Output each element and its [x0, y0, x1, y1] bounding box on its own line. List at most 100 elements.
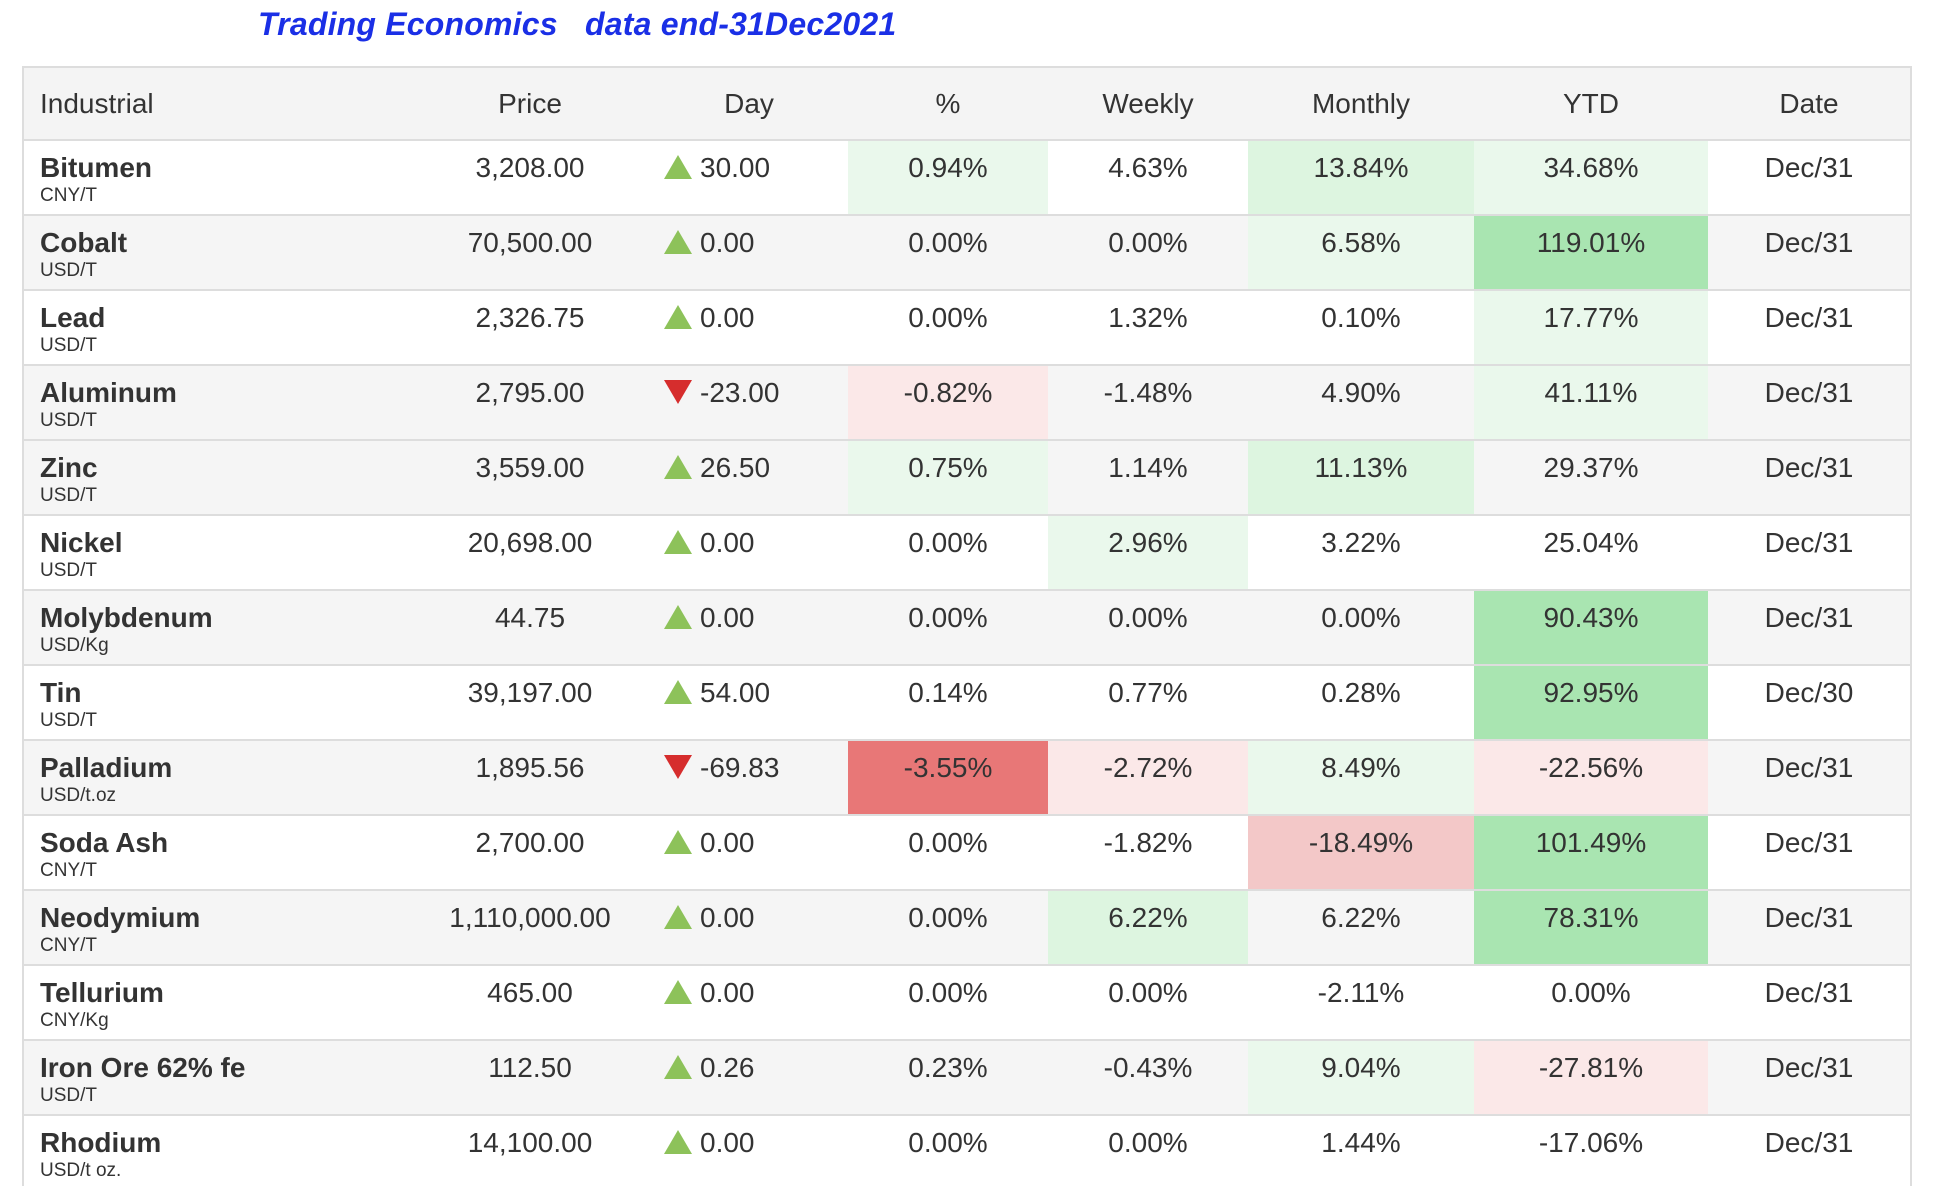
- percent-cell: 0.00%: [848, 890, 1048, 965]
- commodity-unit: USD/t.oz: [40, 785, 117, 806]
- day-cell: -23.00: [650, 365, 848, 440]
- commodity-name-link[interactable]: Lead: [40, 302, 106, 333]
- price-value: 39,197.00: [467, 677, 593, 708]
- monthly-value: 0.00%: [1321, 602, 1401, 633]
- commodity-name-link[interactable]: Cobalt: [40, 227, 128, 258]
- date-value: Dec/31: [1764, 752, 1854, 783]
- header-monthly[interactable]: Monthly: [1248, 68, 1474, 141]
- price-value: 1,895.56: [475, 752, 585, 783]
- table-row: Tellurium CNY/Kg 465.00 0.00 0.00% 0.00%…: [24, 965, 1910, 1040]
- percent-value: 0.94%: [908, 152, 988, 183]
- monthly-value: 3.22%: [1321, 527, 1401, 558]
- commodity-cell: Cobalt USD/T: [24, 215, 410, 290]
- ytd-value: -27.81%: [1538, 1052, 1644, 1083]
- monthly-value: 11.13%: [1314, 452, 1408, 483]
- price-value: 2,795.00: [475, 377, 585, 408]
- table-header-row: Industrial Price Day % Weekly Monthly YT…: [24, 68, 1910, 141]
- commodity-name-link[interactable]: Rhodium: [40, 1127, 162, 1158]
- header-date[interactable]: Date: [1708, 68, 1910, 141]
- date-value: Dec/31: [1764, 227, 1854, 258]
- commodity-cell: Lead USD/T: [24, 290, 410, 365]
- monthly-cell: 3.22%: [1248, 515, 1474, 590]
- day-cell: 0.00: [650, 215, 848, 290]
- day-change-value: 0.26: [700, 1052, 755, 1083]
- date-value: Dec/31: [1764, 152, 1854, 183]
- commodity-unit: USD/T: [40, 485, 97, 506]
- day-cell: 0.00: [650, 890, 848, 965]
- ytd-value: 29.37%: [1543, 452, 1639, 483]
- triangle-up-icon: [664, 155, 692, 179]
- monthly-cell: 6.22%: [1248, 890, 1474, 965]
- day-change-value: 0.00: [700, 602, 755, 633]
- table-body: Bitumen CNY/T 3,208.00 30.00 0.94% 4.63%…: [24, 140, 1910, 1186]
- commodity-name-link[interactable]: Aluminum: [40, 377, 177, 408]
- monthly-value: 8.49%: [1321, 752, 1401, 783]
- monthly-cell: -2.11%: [1248, 965, 1474, 1040]
- triangle-up-icon: [664, 1055, 692, 1079]
- commodity-unit: USD/T: [40, 260, 97, 281]
- percent-value: 0.00%: [908, 902, 988, 933]
- monthly-cell: 0.28%: [1248, 665, 1474, 740]
- ytd-cell: -27.81%: [1474, 1040, 1708, 1115]
- weekly-value: 2.96%: [1108, 527, 1188, 558]
- weekly-cell: 0.00%: [1048, 215, 1248, 290]
- commodities-table: Industrial Price Day % Weekly Monthly YT…: [24, 68, 1910, 1186]
- percent-value: 0.00%: [908, 302, 988, 333]
- table-row: Bitumen CNY/T 3,208.00 30.00 0.94% 4.63%…: [24, 140, 1910, 215]
- price-cell: 3,208.00: [410, 140, 650, 215]
- percent-value: -0.82%: [903, 377, 993, 408]
- percent-cell: 0.00%: [848, 515, 1048, 590]
- percent-value: 0.00%: [908, 827, 988, 858]
- weekly-cell: 1.14%: [1048, 440, 1248, 515]
- header-price[interactable]: Price: [410, 68, 650, 141]
- header-day[interactable]: Day: [650, 68, 848, 141]
- commodity-name-link[interactable]: Nickel: [40, 527, 123, 558]
- percent-value: 0.00%: [908, 227, 988, 258]
- commodity-cell: Bitumen CNY/T: [24, 140, 410, 215]
- percent-value: 0.00%: [908, 527, 988, 558]
- percent-value: -3.55%: [903, 752, 993, 783]
- date-cell: Dec/31: [1708, 1115, 1910, 1186]
- commodity-unit: CNY/Kg: [40, 1010, 109, 1031]
- header-industrial[interactable]: Industrial: [24, 68, 410, 141]
- date-value: Dec/31: [1764, 977, 1854, 1008]
- percent-value: 0.00%: [908, 977, 988, 1008]
- table-row: Lead USD/T 2,326.75 0.00 0.00% 1.32% 0.1…: [24, 290, 1910, 365]
- date-cell: Dec/31: [1708, 740, 1910, 815]
- commodity-name-link[interactable]: Palladium: [40, 752, 173, 783]
- day-change-value: 0.00: [700, 902, 755, 933]
- commodity-name-link[interactable]: Tin: [40, 677, 82, 708]
- header-ytd[interactable]: YTD: [1474, 68, 1708, 141]
- weekly-value: -1.48%: [1103, 377, 1193, 408]
- monthly-cell: 4.90%: [1248, 365, 1474, 440]
- commodity-name-link[interactable]: Neodymium: [40, 902, 201, 933]
- table-row: Cobalt USD/T 70,500.00 0.00 0.00% 0.00% …: [24, 215, 1910, 290]
- commodity-name-link[interactable]: Soda Ash: [40, 827, 169, 858]
- weekly-cell: 0.00%: [1048, 590, 1248, 665]
- date-cell: Dec/31: [1708, 140, 1910, 215]
- date-value: Dec/31: [1764, 302, 1854, 333]
- header-percent[interactable]: %: [848, 68, 1048, 141]
- price-cell: 39,197.00: [410, 665, 650, 740]
- commodity-name-link[interactable]: Iron Ore 62% fe: [40, 1052, 246, 1083]
- commodity-name-link[interactable]: Tellurium: [40, 977, 164, 1008]
- day-change-value: 30.00: [700, 152, 771, 183]
- commodity-name-link[interactable]: Molybdenum: [40, 602, 213, 633]
- day-change-value: 0.00: [700, 527, 755, 558]
- header-weekly[interactable]: Weekly: [1048, 68, 1248, 141]
- day-cell: 0.00: [650, 290, 848, 365]
- date-cell: Dec/31: [1708, 1040, 1910, 1115]
- ytd-value: 101.49%: [1535, 827, 1647, 858]
- weekly-value: -0.43%: [1103, 1052, 1193, 1083]
- commodity-name-link[interactable]: Bitumen: [40, 152, 152, 183]
- commodity-name-link[interactable]: Zinc: [40, 452, 98, 483]
- ytd-value: 90.43%: [1543, 602, 1639, 633]
- percent-cell: -0.82%: [848, 365, 1048, 440]
- day-change-value: -69.83: [700, 752, 780, 783]
- table-row: Soda Ash CNY/T 2,700.00 0.00 0.00% -1.82…: [24, 815, 1910, 890]
- percent-cell: 0.75%: [848, 440, 1048, 515]
- commodity-unit: USD/T: [40, 335, 97, 356]
- price-cell: 2,700.00: [410, 815, 650, 890]
- price-value: 1,110,000.00: [449, 902, 611, 933]
- percent-cell: 0.00%: [848, 1115, 1048, 1186]
